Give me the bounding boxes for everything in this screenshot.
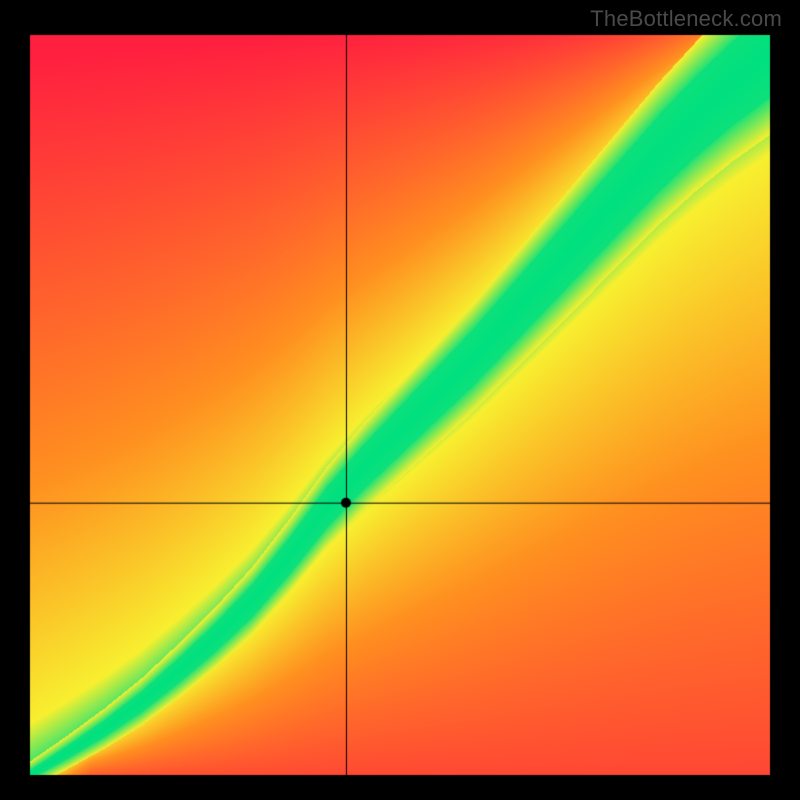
chart-container: TheBottleneck.com bbox=[0, 0, 800, 800]
watermark-text: TheBottleneck.com bbox=[590, 6, 782, 32]
bottleneck-heatmap-canvas bbox=[0, 0, 800, 800]
